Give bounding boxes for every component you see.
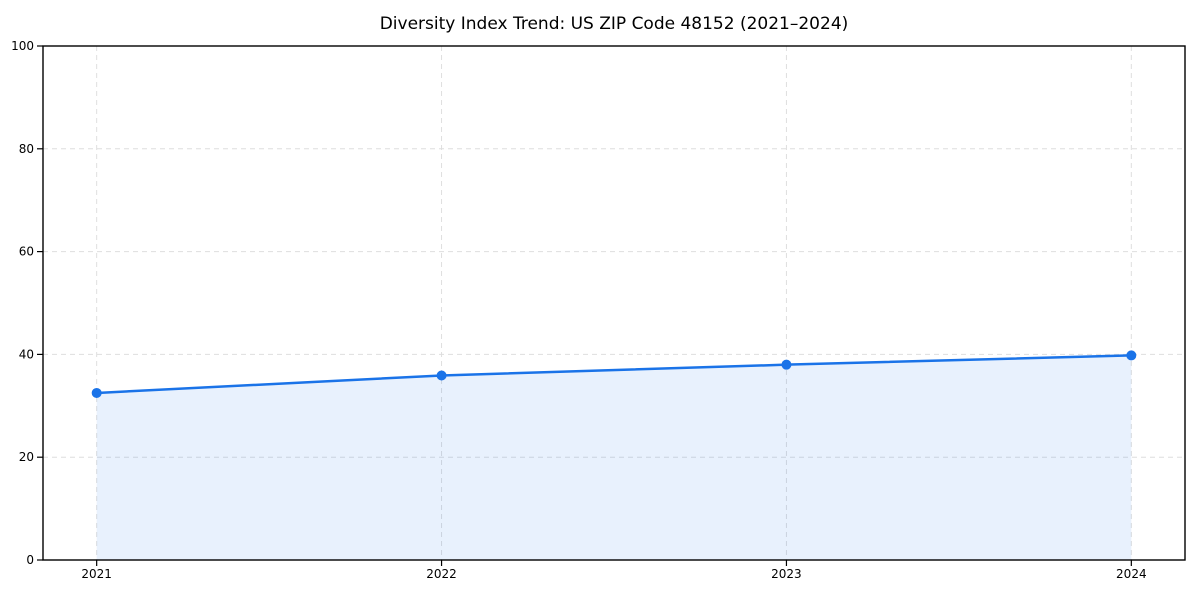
y-axis-tick-label: 20 — [19, 450, 34, 464]
data-point-marker — [1126, 350, 1137, 361]
plot-border — [42, 45, 1186, 561]
y-axis-tick-label: 60 — [19, 245, 34, 259]
y-axis-tick-label: 80 — [19, 142, 34, 156]
area-fill — [96, 355, 1132, 560]
data-point-marker — [781, 359, 792, 370]
x-axis-tick-label: 2021 — [81, 567, 112, 581]
x-axis-tick-label: 2023 — [771, 567, 802, 581]
data-point-marker — [91, 387, 102, 398]
x-axis-tick-label: 2024 — [1116, 567, 1147, 581]
x-axis-tick-label: 2022 — [426, 567, 457, 581]
y-axis-tick-label: 100 — [11, 39, 34, 53]
data-point-marker — [436, 370, 447, 381]
chart-title: Diversity Index Trend: US ZIP Code 48152… — [379, 14, 849, 34]
y-axis-tick-label: 40 — [19, 347, 34, 361]
trend-line — [95, 354, 1133, 395]
y-axis-tick-label: 0 — [26, 553, 34, 567]
